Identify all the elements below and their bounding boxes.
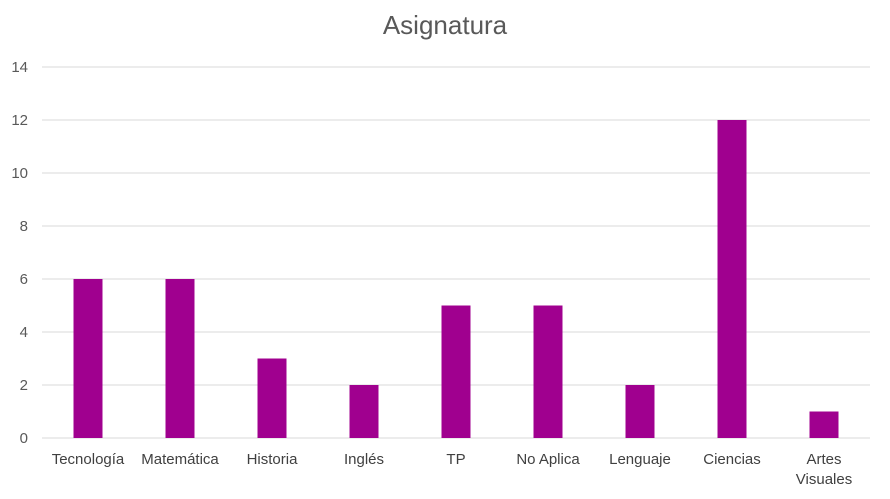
- x-category-label: Historia: [247, 451, 299, 468]
- y-tick-label: 2: [20, 377, 28, 394]
- bar-tecnología: [73, 279, 103, 438]
- y-tick-label: 6: [20, 271, 28, 288]
- y-tick-label: 14: [11, 59, 28, 76]
- bar-no-aplica: [533, 305, 563, 438]
- chart-title: Asignatura: [382, 10, 508, 40]
- x-category-label: Matemática: [141, 451, 219, 468]
- bar-inglés: [349, 385, 379, 438]
- bar-ciencias: [717, 120, 747, 438]
- x-category-label: Tecnología: [52, 451, 125, 468]
- x-axis-labels: Tecnología Matemática Historia Inglés TP No A…: [52, 451, 853, 488]
- y-tick-label: 0: [20, 430, 28, 447]
- y-tick-label: 4: [20, 324, 28, 341]
- bar-artes-visuales: [809, 411, 839, 438]
- x-category-label: Visuales: [796, 471, 852, 488]
- bar-tp: [441, 305, 471, 438]
- bar-historia: [257, 358, 287, 438]
- y-tick-label: 10: [11, 165, 28, 182]
- x-category-label: TP: [446, 451, 465, 468]
- y-tick-label: 12: [11, 112, 28, 129]
- x-category-label: Artes: [806, 451, 841, 468]
- y-tick-label: 8: [20, 218, 28, 235]
- y-axis-ticks: 0 2 4 6 8 10 12 14: [11, 59, 28, 447]
- bar-matemática: [165, 279, 195, 438]
- bar-lenguaje: [625, 385, 655, 438]
- bars: [73, 120, 839, 438]
- x-category-label: Ciencias: [703, 451, 761, 468]
- x-category-label: No Aplica: [516, 451, 580, 468]
- x-category-label: Inglés: [344, 451, 384, 468]
- x-category-label: Lenguaje: [609, 451, 671, 468]
